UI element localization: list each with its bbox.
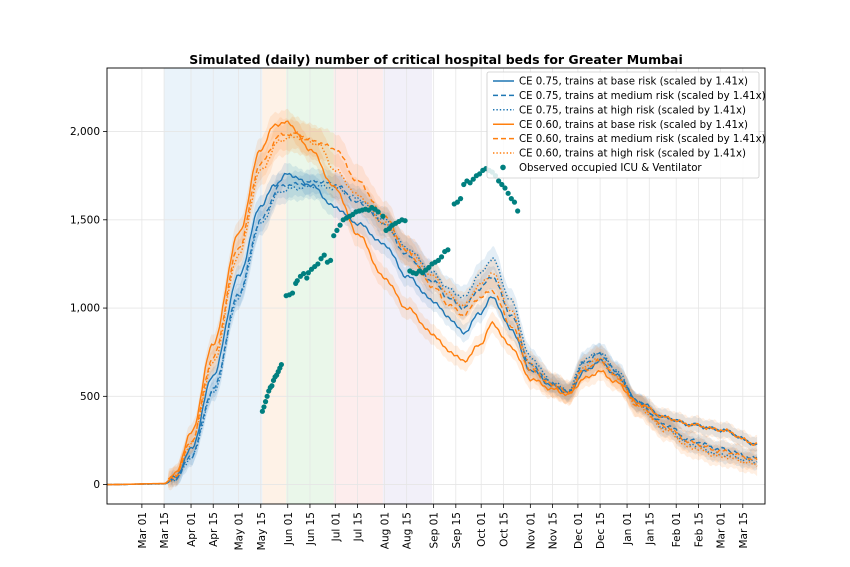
observed-point-28 xyxy=(327,257,334,264)
series-band-5 xyxy=(107,116,758,489)
observed-point-43 xyxy=(375,209,381,215)
plot-frame xyxy=(106,67,766,505)
x-tick-label: Mar 15 xyxy=(738,512,750,549)
x-tick-label: May 15 xyxy=(256,512,268,550)
x-tick-label: Nov 15 xyxy=(548,512,560,549)
observed-point-20 xyxy=(304,275,310,281)
observed-point-80 xyxy=(499,181,505,188)
phase-band-4 xyxy=(333,68,383,504)
x-tick-label: Aug 15 xyxy=(402,512,414,549)
x-tick-label: Jun 15 xyxy=(305,512,317,546)
x-tick-label: Apr 15 xyxy=(208,512,220,547)
observed-point-58 xyxy=(426,264,432,271)
observed-point-0 xyxy=(259,408,265,414)
x-tick-label: Feb 01 xyxy=(671,512,683,547)
observed-point-26 xyxy=(321,252,327,258)
observed-point-79 xyxy=(496,178,502,184)
observed-point-15 xyxy=(289,290,296,296)
series-line-2 xyxy=(107,178,758,486)
observed-point-24 xyxy=(315,261,321,267)
observed-point-51 xyxy=(402,218,408,224)
observed-point-30 xyxy=(334,227,340,233)
x-tick-label: May 01 xyxy=(234,512,246,550)
series-line-4 xyxy=(107,120,758,486)
legend-label-5: CE 0.60, trains at medium risk (scaled b… xyxy=(519,134,766,145)
observed-point-71 xyxy=(470,176,476,182)
observed-point-31 xyxy=(337,222,343,228)
observed-point-70 xyxy=(467,180,473,186)
observed-point-61 xyxy=(435,257,441,264)
observed-point-66 xyxy=(454,199,461,205)
observed-point-21 xyxy=(305,270,311,276)
observed-point-3 xyxy=(264,393,270,399)
x-tick-label: Jun 01 xyxy=(283,512,295,546)
legend-label-2: CE 0.75, trains at medium risk (scaled b… xyxy=(519,91,766,102)
observed-point-83 xyxy=(508,196,514,202)
x-tick-label: Jul 15 xyxy=(353,512,365,542)
legend-label-6: CE 0.60, trains at high risk (scaled by … xyxy=(519,149,746,160)
chart-title: Simulated (daily) number of critical hos… xyxy=(189,52,683,67)
x-tick-label: Aug 01 xyxy=(379,512,391,549)
observed-point-1 xyxy=(261,404,267,410)
y-tick-label: 1,500 xyxy=(70,214,100,226)
observed-point-85 xyxy=(515,208,521,214)
observed-point-19 xyxy=(301,271,307,277)
observed-point-68 xyxy=(461,181,467,188)
x-tick-label: Feb 15 xyxy=(693,512,705,547)
observed-point-29 xyxy=(331,233,337,239)
series-lines xyxy=(107,120,758,486)
x-tick-label: Sep 01 xyxy=(429,512,441,549)
observed-point-73 xyxy=(477,171,483,177)
observed-point-17 xyxy=(294,278,300,284)
x-tick-label: Jan 15 xyxy=(644,512,656,546)
legend-label-4: CE 0.60, trains at base risk (scaled by … xyxy=(519,120,748,131)
x-tick-label: Oct 15 xyxy=(498,512,510,547)
legend-box xyxy=(486,71,760,179)
legend-label-3: CE 0.75, trains at high risk (scaled by … xyxy=(519,105,746,116)
observed-point-82 xyxy=(505,190,511,196)
y-tick-label: 500 xyxy=(80,391,100,403)
y-axis: 0 500 1,000 1,500 2,000 xyxy=(70,126,107,491)
observed-point-44 xyxy=(380,213,386,219)
observed-point-2 xyxy=(262,399,269,405)
observed-point-84 xyxy=(511,199,518,205)
legend-label-7: Observed occupied ICU & Ventilator xyxy=(519,163,702,174)
confidence-bands xyxy=(107,108,758,491)
series-line-1 xyxy=(107,172,758,486)
legend-swatch-observed xyxy=(500,164,506,171)
observed-point-46 xyxy=(386,226,392,232)
observed-point-25 xyxy=(318,256,324,262)
x-tick-label: Jan 01 xyxy=(622,512,634,546)
x-tick-label: Sep 15 xyxy=(451,512,463,549)
x-tick-label: Apr 01 xyxy=(186,512,198,547)
x-tick-label: Mar 01 xyxy=(137,512,149,549)
x-tick-label: Dec 01 xyxy=(573,512,585,549)
legend: CE 0.75, trains at base risk (scaled by … xyxy=(486,71,766,179)
x-axis: Mar 01 Mar 15 Apr 01 Apr 15 May 01 May 15 Jun … xyxy=(137,504,750,550)
y-tick-label: 0 xyxy=(93,479,100,491)
y-tick-label: 2,000 xyxy=(70,126,100,138)
x-tick-label: Oct 01 xyxy=(476,512,488,547)
x-tick-label: Jul 01 xyxy=(330,512,342,542)
x-tick-label: Dec 15 xyxy=(595,512,607,549)
series-line-5 xyxy=(107,131,758,486)
observed-point-12 xyxy=(278,361,285,368)
y-tick-label: 1,000 xyxy=(70,303,100,315)
x-tick-label: Mar 01 xyxy=(716,512,728,549)
observed-point-6 xyxy=(269,383,275,389)
observed-point-81 xyxy=(502,185,508,191)
x-tick-label: Nov 01 xyxy=(525,512,537,549)
series-band-6 xyxy=(107,119,758,491)
observed-point-67 xyxy=(457,196,464,202)
legend-label-1: CE 0.75, trains at base risk (scaled by … xyxy=(519,77,748,88)
observed-point-64 xyxy=(445,247,451,253)
observed-point-62 xyxy=(438,254,445,260)
x-tick-label: Mar 15 xyxy=(159,512,171,549)
